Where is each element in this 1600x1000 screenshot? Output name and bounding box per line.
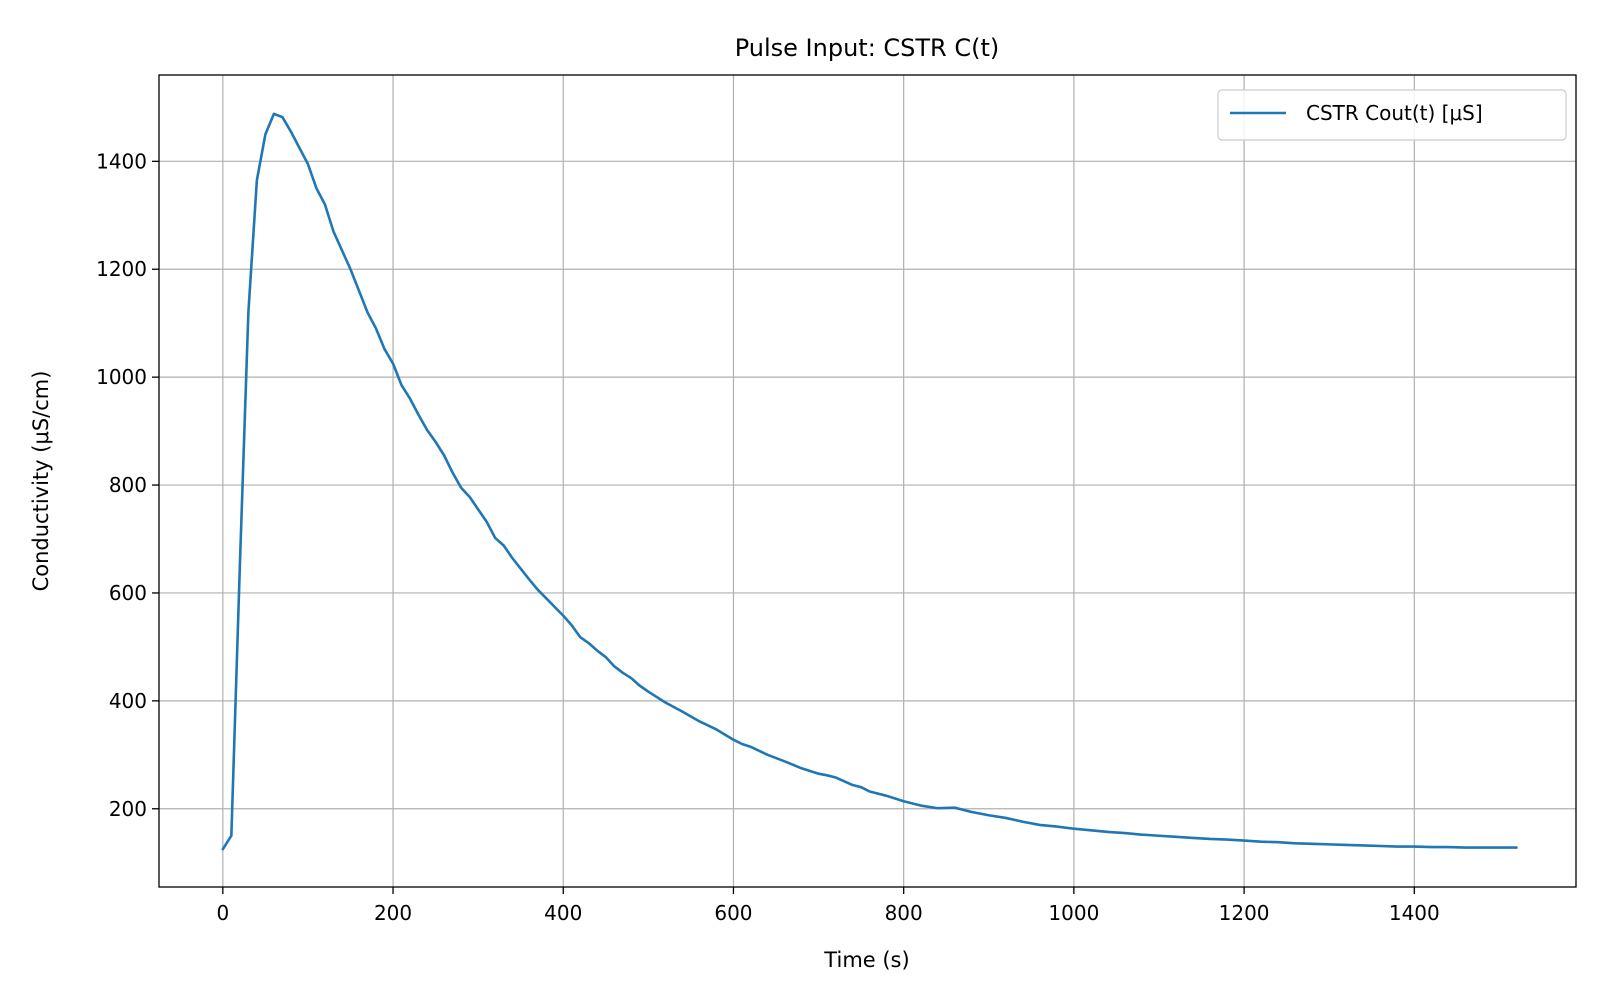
x-tick-label: 600 [714, 901, 752, 925]
gridlines [159, 75, 1576, 887]
series-line-cstr-cout [221, 112, 1518, 851]
chart-title: Pulse Input: CSTR C(t) [735, 34, 1000, 62]
x-axis-label: Time (s) [823, 948, 909, 972]
x-tick-label: 1400 [1389, 901, 1440, 925]
x-tick-label: 800 [885, 901, 923, 925]
x-tick-label: 1000 [1048, 901, 1099, 925]
y-tick-label: 600 [109, 581, 147, 605]
x-tick-label: 1200 [1219, 901, 1270, 925]
y-tick-label: 200 [109, 797, 147, 821]
x-tick-label: 400 [544, 901, 582, 925]
y-tick-label: 1400 [96, 149, 147, 173]
x-tick-label: 200 [374, 901, 412, 925]
plot-frame [158, 74, 1577, 888]
y-tick-label: 400 [109, 689, 147, 713]
y-tick-label: 1000 [96, 365, 147, 389]
x-tick-label: 0 [216, 901, 229, 925]
legend: CSTR Cout(t) [μS] [1217, 89, 1567, 141]
legend-box [1217, 89, 1567, 141]
y-tick-label: 1200 [96, 257, 147, 281]
y-tick-label: 800 [109, 473, 147, 497]
y-axis-label: Conductivity (μS/cm) [29, 371, 53, 592]
y-axis-ticks: 200 400 600 800 1000 1200 1400 [96, 149, 159, 821]
legend-entry-label: CSTR Cout(t) [μS] [1306, 101, 1483, 125]
x-axis-ticks: 0 200 400 600 800 1000 1200 1400 [216, 887, 1440, 925]
